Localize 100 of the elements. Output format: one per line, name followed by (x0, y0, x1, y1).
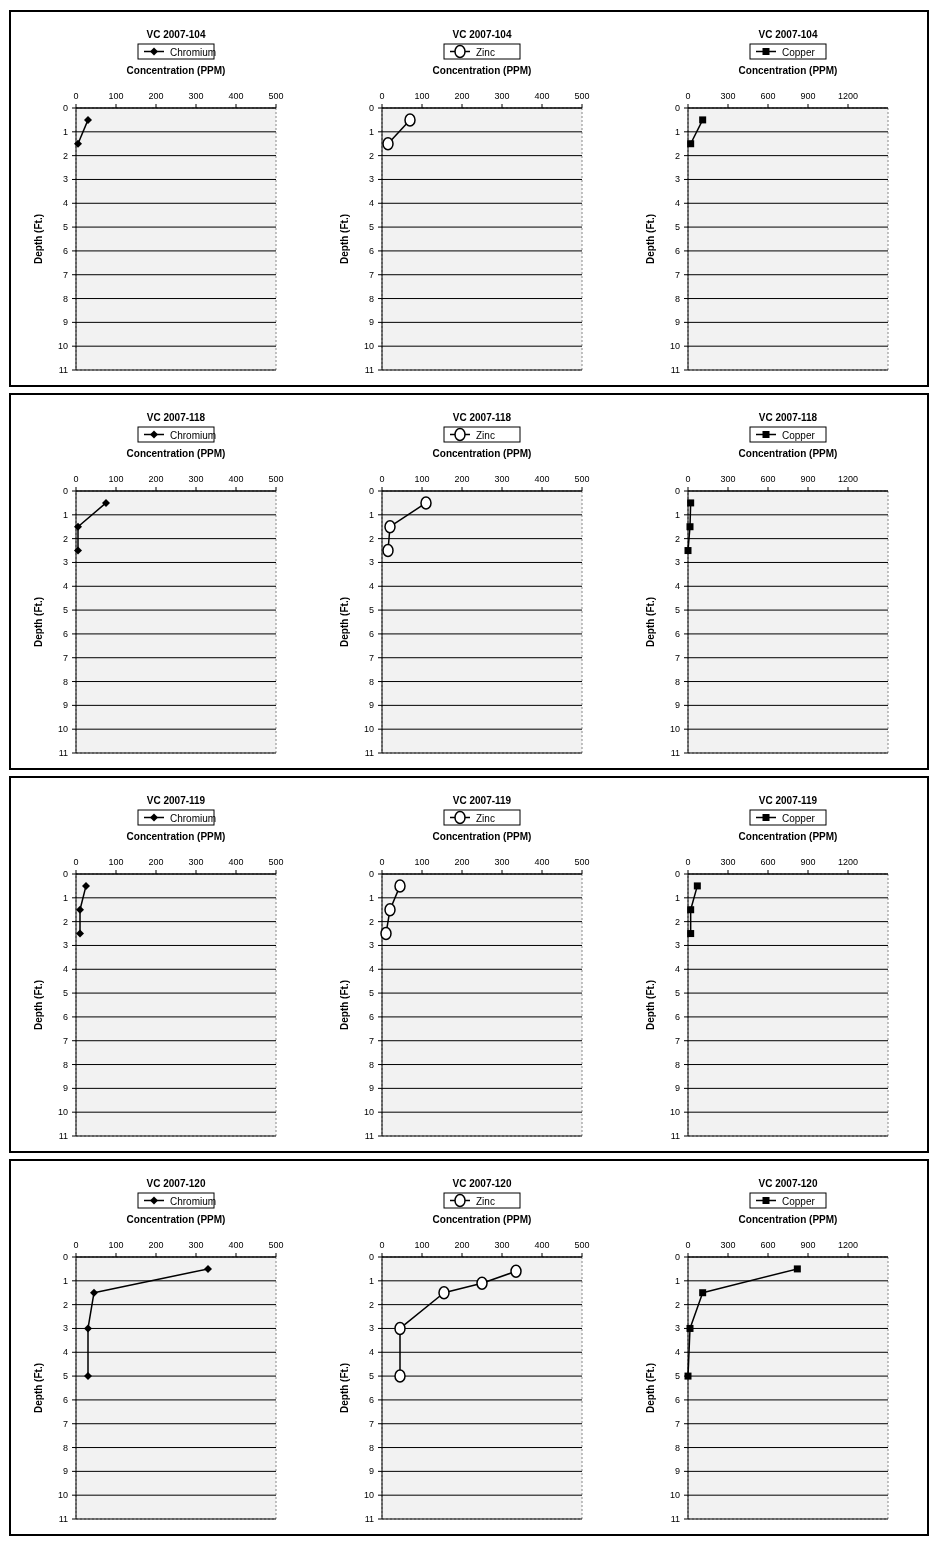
y-tick-label: 6 (368, 1011, 374, 1022)
y-tick-label: 3 (368, 174, 374, 185)
point (382, 543, 394, 558)
x-tick-label: 300 (188, 91, 204, 101)
y-tick-label: 11 (670, 748, 680, 758)
y-tick-label: 2 (62, 1299, 68, 1310)
y-tick-label: 9 (62, 317, 68, 328)
point (510, 1264, 522, 1279)
y-tick-label: 11 (364, 1131, 374, 1141)
y-tick-label: 9 (368, 1083, 374, 1094)
x-tick-label: 500 (268, 1240, 284, 1250)
y-axis-title: Depth (Ft.) (645, 1363, 656, 1413)
legend-label: Zinc (476, 1195, 495, 1207)
y-tick-label: 7 (62, 269, 68, 280)
x-tick-label: 300 (494, 857, 510, 867)
y-tick-label: 9 (674, 700, 680, 711)
y-tick-label: 10 (363, 724, 374, 735)
y-tick-label: 6 (62, 1011, 68, 1022)
y-tick-label: 4 (674, 1347, 680, 1358)
x-tick-label: 0 (685, 91, 691, 101)
y-tick-label: 11 (58, 365, 68, 375)
y-tick-label: 1 (62, 126, 68, 137)
y-tick-label: 5 (674, 222, 680, 233)
y-tick-label: 7 (368, 269, 374, 280)
x-tick-label: 1200 (837, 1240, 859, 1250)
x-tick-label: 500 (268, 474, 284, 484)
x-tick-label: 0 (379, 91, 385, 101)
y-tick-label: 6 (368, 245, 374, 256)
y-tick-label: 6 (674, 628, 680, 639)
y-tick-label: 2 (674, 150, 680, 161)
y-tick-label: 7 (674, 1418, 680, 1429)
x-tick-label: 100 (108, 91, 124, 101)
y-tick-label: 9 (62, 1083, 68, 1094)
y-tick-label: 9 (368, 700, 374, 711)
y-tick-label: 5 (674, 605, 680, 616)
y-axis-title: Depth (Ft.) (339, 597, 350, 647)
y-tick-label: 6 (368, 1394, 374, 1405)
y-tick-label: 2 (368, 150, 374, 161)
x-tick-label: 300 (494, 474, 510, 484)
x-tick-label: 400 (228, 474, 244, 484)
point (476, 1276, 488, 1290)
y-tick-label: 0 (62, 1252, 68, 1262)
y-tick-label: 0 (674, 103, 680, 113)
y-tick-label: 5 (674, 988, 680, 999)
x-tick-label: 400 (228, 91, 244, 101)
x-tick-label: 900 (800, 91, 816, 101)
x-tick-label: 100 (414, 857, 430, 867)
y-tick-label: 0 (62, 869, 68, 879)
point (90, 1288, 98, 1297)
x-tick-label: 0 (379, 857, 385, 867)
point (699, 1289, 707, 1297)
x-tick-label: 0 (73, 1240, 79, 1250)
point (384, 519, 396, 534)
y-tick-label: 8 (368, 1059, 374, 1070)
x-tick-label: 400 (534, 857, 550, 867)
point (686, 523, 694, 531)
x-tick-label: 200 (454, 474, 470, 484)
chart-title: VC 2007-104 (146, 29, 206, 40)
x-axis-title: Concentration (PPM) (126, 448, 226, 459)
legend-label: Copper (782, 812, 816, 824)
y-tick-label: 7 (62, 1035, 68, 1046)
legend-label: Copper (782, 46, 816, 58)
y-tick-label: 4 (368, 964, 374, 975)
x-tick-label: 200 (454, 1240, 470, 1250)
point (384, 902, 396, 917)
y-tick-label: 5 (62, 988, 68, 999)
x-tick-label: 400 (228, 1240, 244, 1250)
legend-label: Copper (782, 429, 816, 441)
x-axis-title: Concentration (PPM) (432, 1214, 532, 1225)
x-tick-label: 400 (534, 474, 550, 484)
x-tick-label: 0 (73, 857, 79, 867)
y-tick-label: 8 (674, 676, 680, 687)
y-tick-label: 4 (674, 581, 680, 592)
y-tick-label: 3 (62, 940, 68, 951)
y-tick-label: 1 (674, 509, 680, 520)
y-tick-label: 11 (670, 1131, 680, 1141)
y-tick-label: 1 (368, 509, 374, 520)
y-tick-label: 8 (674, 1442, 680, 1453)
y-tick-label: 6 (674, 245, 680, 256)
y-axis-title: Depth (Ft.) (339, 980, 350, 1030)
y-tick-label: 3 (674, 940, 680, 951)
y-tick-label: 2 (62, 150, 68, 161)
y-tick-label: 2 (62, 533, 68, 544)
point (82, 881, 90, 890)
y-tick-label: 2 (674, 916, 680, 927)
y-tick-label: 1 (674, 892, 680, 903)
y-tick-label: 4 (368, 198, 374, 209)
x-tick-label: 0 (685, 1240, 691, 1250)
y-tick-label: 9 (674, 1466, 680, 1477)
chart-title: VC 2007-119 (146, 795, 206, 806)
x-tick-label: 500 (574, 857, 590, 867)
y-tick-label: 3 (368, 940, 374, 951)
y-tick-label: 6 (674, 1394, 680, 1405)
y-tick-label: 9 (368, 317, 374, 328)
y-tick-label: 2 (62, 916, 68, 927)
point (204, 1264, 212, 1273)
y-tick-label: 1 (62, 509, 68, 520)
x-tick-label: 0 (685, 474, 691, 484)
y-tick-label: 1 (674, 1275, 680, 1286)
legend-label: Zinc (476, 429, 495, 441)
